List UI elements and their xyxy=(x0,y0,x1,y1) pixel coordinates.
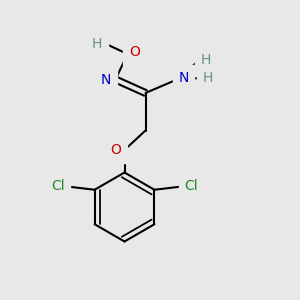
Text: N: N xyxy=(100,73,111,86)
Text: H: H xyxy=(202,71,213,85)
Text: Cl: Cl xyxy=(51,179,64,193)
Text: Cl: Cl xyxy=(184,179,198,193)
Text: N: N xyxy=(178,71,189,85)
Text: H: H xyxy=(201,53,211,67)
Text: O: O xyxy=(129,46,140,59)
Text: O: O xyxy=(111,143,122,157)
Text: H: H xyxy=(92,37,102,50)
